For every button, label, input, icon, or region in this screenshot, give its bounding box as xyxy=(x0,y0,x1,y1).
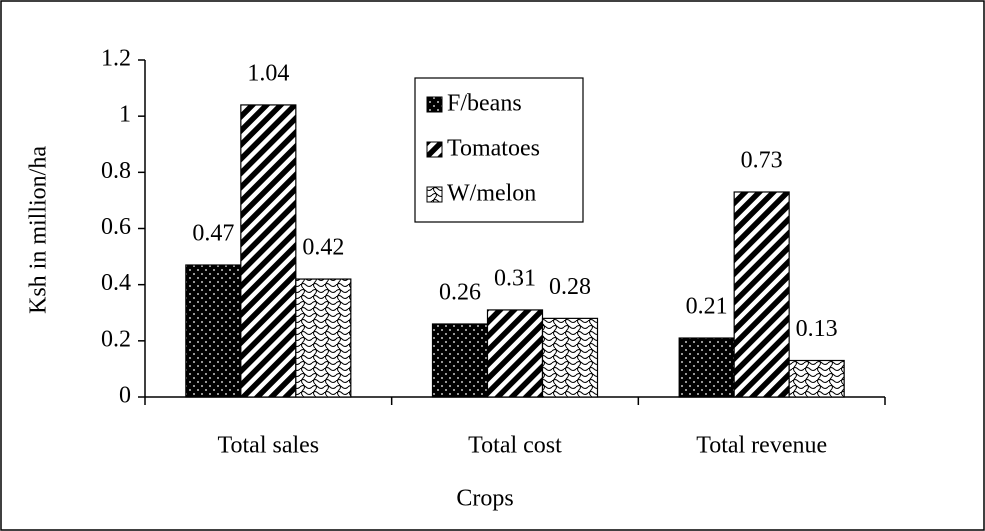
legend-label: F/beans xyxy=(447,91,522,117)
y-tick-label: 0.8 xyxy=(101,158,131,184)
x-tick-label: Total sales xyxy=(218,433,320,459)
value-label: 1.04 xyxy=(247,60,289,86)
y-tick-label: 0.6 xyxy=(101,214,131,240)
y-tick-label: 1.2 xyxy=(101,46,131,72)
x-axis-title: Crops xyxy=(456,486,513,512)
value-label: 0.47 xyxy=(192,221,234,247)
legend-label: W/melon xyxy=(447,181,536,207)
bar xyxy=(295,278,352,398)
bar xyxy=(678,337,735,398)
bar xyxy=(240,104,297,398)
legend-box xyxy=(414,77,584,223)
legend-swatch xyxy=(426,186,443,203)
x-tick-label: Total revenue xyxy=(696,433,827,459)
y-tick-label: 0 xyxy=(119,383,131,409)
legend-swatch xyxy=(426,141,443,158)
value-label: 0.42 xyxy=(302,235,344,261)
value-label: 0.73 xyxy=(741,147,783,173)
legend-label: Tomatoes xyxy=(447,136,540,162)
x-tick-label: Total cost xyxy=(468,433,562,459)
y-tick-label: 0.2 xyxy=(101,326,131,352)
value-label: 0.26 xyxy=(439,279,481,305)
value-label: 0.28 xyxy=(549,274,591,300)
value-label: 0.31 xyxy=(494,265,536,291)
bar xyxy=(733,191,790,398)
bar xyxy=(788,359,845,398)
bar xyxy=(431,323,489,398)
y-tick-label: 0.4 xyxy=(101,270,131,296)
legend-swatch xyxy=(426,96,443,113)
value-label: 0.13 xyxy=(796,316,838,342)
y-tick-label: 1 xyxy=(119,102,131,128)
value-label: 0.21 xyxy=(686,294,728,320)
bar xyxy=(185,264,242,398)
bar xyxy=(486,309,544,398)
y-axis-title: Ksh in million/ha xyxy=(26,146,52,314)
bar xyxy=(541,317,599,398)
